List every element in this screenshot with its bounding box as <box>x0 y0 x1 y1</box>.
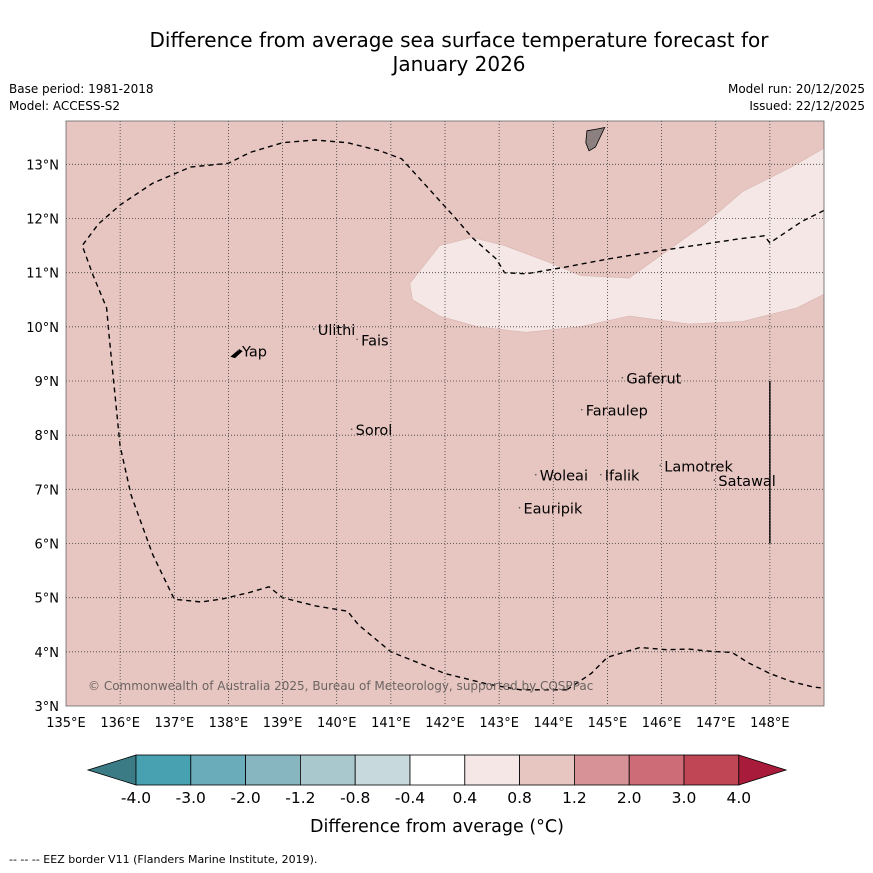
colorbar-swatch <box>245 754 301 786</box>
eez-legend: -- -- -- EEZ border V11 (Flanders Marine… <box>9 853 318 866</box>
colorbar-swatch <box>299 754 356 786</box>
lat-tick-label: 13°N <box>26 158 59 173</box>
warm-anomaly-band <box>409 147 824 333</box>
place-marker <box>580 408 583 411</box>
colorbar-swatch <box>628 754 685 786</box>
model-name: Model: ACCESS-S2 <box>9 99 121 113</box>
colorbar-extend-low <box>86 754 137 786</box>
lat-tick-label: 5°N <box>35 592 60 607</box>
colorbar-tick-label: 2.0 <box>617 789 642 807</box>
colorbar-title: Difference from average (°C) <box>310 817 564 837</box>
title-line-2: January 2026 <box>392 52 526 76</box>
place-label-yap: Yap <box>241 345 267 361</box>
copyright-notice: © Commonwealth of Australia 2025, Bureau… <box>88 679 593 693</box>
place-marker <box>534 473 537 476</box>
lat-tick-label: 6°N <box>35 538 60 553</box>
place-marker <box>312 328 315 330</box>
base-period: Base period: 1981-2018 <box>9 82 154 96</box>
colorbar-swatch <box>409 754 466 786</box>
colorbar-swatch <box>574 754 630 786</box>
colorbar-swatch <box>464 754 520 786</box>
place-label-satawal: Satawal <box>718 474 775 490</box>
lon-tick-label: 135°E <box>46 716 86 731</box>
lon-tick-label: 137°E <box>155 716 195 731</box>
colorbar-tick-label: 0.8 <box>507 789 532 807</box>
lat-tick-label: 8°N <box>35 429 60 444</box>
place-label-ifalik: Ifalik <box>605 469 640 485</box>
model-run: Model run: 20/12/2025 <box>727 82 865 96</box>
place-marker <box>356 338 358 341</box>
colorbar-tick-label: -4.0 <box>121 789 151 807</box>
place-label-faraulep: Faraulep <box>586 404 648 420</box>
colorbar-tick-label: 1.2 <box>562 789 587 807</box>
colorbar-tick-label: 0.4 <box>452 789 477 807</box>
place-label-sorol: Sorol <box>356 423 393 439</box>
place-marker <box>237 349 239 352</box>
colorbar-tick-label: -2.0 <box>230 789 260 807</box>
lat-tick-label: 12°N <box>26 213 59 228</box>
place-label-gaferut: Gaferut <box>626 372 681 388</box>
lat-tick-label: 7°N <box>35 483 60 498</box>
issued-date: Issued: 22/12/2025 <box>749 99 865 113</box>
lon-tick-label: 138°E <box>209 716 249 731</box>
lat-tick-label: 11°N <box>26 267 59 282</box>
colorbar-swatch <box>135 754 192 786</box>
place-marker <box>599 473 602 476</box>
colorbar-swatch <box>190 754 247 786</box>
colorbar-swatch <box>519 754 575 786</box>
colorbar-swatch <box>354 754 411 786</box>
lon-tick-label: 144°E <box>534 716 574 731</box>
place-label-woleai: Woleai <box>540 469 588 485</box>
lon-tick-label: 146°E <box>642 716 682 731</box>
place-marker <box>659 464 662 467</box>
lat-tick-label: 9°N <box>35 375 60 390</box>
colorbar-tick-label: 4.0 <box>726 789 751 807</box>
lon-tick-label: 148°E <box>750 716 790 731</box>
place-label-lamotrek: Lamotrek <box>664 459 733 475</box>
colorbar-tick-label: -0.4 <box>395 789 425 807</box>
lon-tick-label: 141°E <box>371 716 411 731</box>
place-label-ulithi: Ulithi <box>318 323 356 339</box>
guam-island <box>585 126 606 152</box>
lon-tick-label: 139°E <box>263 716 303 731</box>
place-marker <box>518 506 521 509</box>
colorbar-tick-label: -1.2 <box>285 789 315 807</box>
yap-island <box>230 349 243 359</box>
lon-tick-label: 142°E <box>425 716 465 731</box>
eez-border-south <box>566 646 824 691</box>
lon-tick-label: 143°E <box>479 716 519 731</box>
colorbar-tick-label: -3.0 <box>176 789 206 807</box>
lon-tick-label: 147°E <box>696 716 736 731</box>
place-label-eauripik: Eauripik <box>524 502 583 518</box>
colorbar-swatch <box>683 754 740 786</box>
meta-left: Base period: 1981-2018 Model: ACCESS-S2 <box>9 81 154 115</box>
lat-tick-label: 10°N <box>26 321 59 336</box>
meta-right: Model run: 20/12/2025 Issued: 22/12/2025 <box>728 81 865 115</box>
place-label-fais: Fais <box>361 333 388 349</box>
place-marker <box>713 479 716 481</box>
place-marker <box>621 376 624 379</box>
lat-tick-label: 3°N <box>35 700 60 715</box>
lat-tick-label: 4°N <box>35 646 60 661</box>
place-marker <box>350 428 353 430</box>
map-frame <box>65 120 825 707</box>
colorbar-tick-label: 3.0 <box>672 789 697 807</box>
lon-tick-label: 136°E <box>100 716 140 731</box>
colorbar-extend-high <box>738 754 788 786</box>
lon-tick-label: 140°E <box>317 716 357 731</box>
chart-title: Difference from average sea surface temp… <box>0 28 873 76</box>
colorbar-tick-label: -0.8 <box>340 789 370 807</box>
title-line-1: Difference from average sea surface temp… <box>149 28 769 52</box>
lon-tick-label: 145°E <box>588 716 628 731</box>
